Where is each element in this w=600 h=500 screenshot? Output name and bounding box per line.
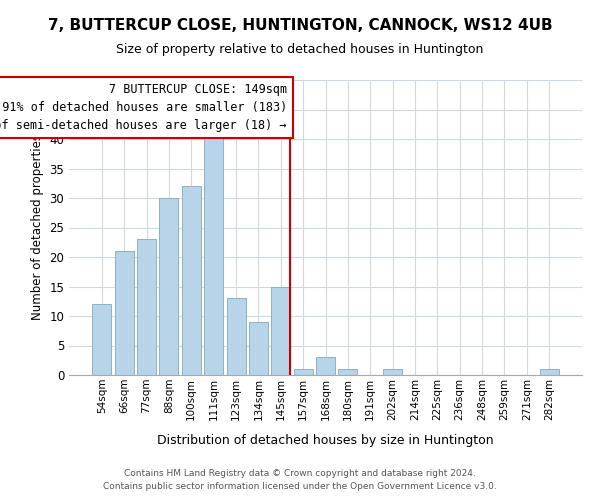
Text: 7 BUTTERCUP CLOSE: 149sqm
← 91% of detached houses are smaller (183)
9% of semi-: 7 BUTTERCUP CLOSE: 149sqm ← 91% of detac… bbox=[0, 83, 287, 132]
Bar bbox=[271, 286, 290, 375]
Bar bbox=[227, 298, 245, 375]
Bar bbox=[293, 369, 313, 375]
Text: Contains public sector information licensed under the Open Government Licence v3: Contains public sector information licen… bbox=[103, 482, 497, 491]
Bar bbox=[92, 304, 112, 375]
X-axis label: Distribution of detached houses by size in Huntington: Distribution of detached houses by size … bbox=[157, 434, 494, 447]
Text: Size of property relative to detached houses in Huntington: Size of property relative to detached ho… bbox=[116, 42, 484, 56]
Bar bbox=[204, 133, 223, 375]
Bar bbox=[160, 198, 178, 375]
Bar bbox=[383, 369, 402, 375]
Text: 7, BUTTERCUP CLOSE, HUNTINGTON, CANNOCK, WS12 4UB: 7, BUTTERCUP CLOSE, HUNTINGTON, CANNOCK,… bbox=[47, 18, 553, 32]
Bar bbox=[316, 358, 335, 375]
Bar bbox=[249, 322, 268, 375]
Bar bbox=[182, 186, 201, 375]
Bar bbox=[539, 369, 559, 375]
Bar bbox=[115, 251, 134, 375]
Y-axis label: Number of detached properties: Number of detached properties bbox=[31, 134, 44, 320]
Bar bbox=[338, 369, 358, 375]
Bar bbox=[137, 240, 156, 375]
Text: Contains HM Land Registry data © Crown copyright and database right 2024.: Contains HM Land Registry data © Crown c… bbox=[124, 468, 476, 477]
